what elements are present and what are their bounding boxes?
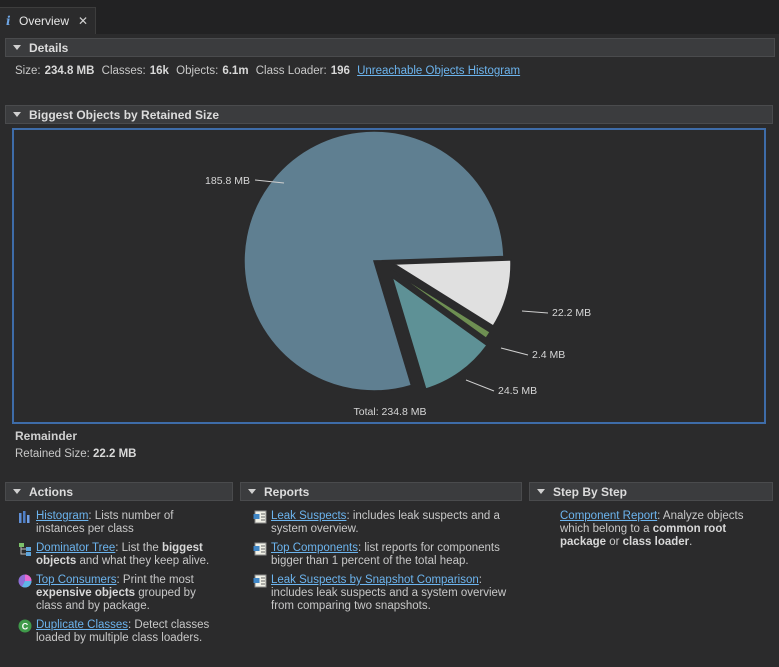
component-description-1: : Analyze objects which belong to a: [560, 510, 744, 535]
histogram-icon: [19, 511, 30, 523]
actions-section-header[interactable]: Actions: [5, 482, 233, 501]
pie-leader-line-3: [465, 379, 495, 392]
component-description-bold-2: class loader: [622, 536, 690, 548]
top-components-link[interactable]: Top Components: [271, 542, 358, 554]
report-icon: [253, 574, 267, 588]
leak-suspects-link[interactable]: Leak Suspects: [271, 510, 347, 522]
actions-header-label: Actions: [29, 484, 74, 499]
objects-label: Objects:: [176, 65, 219, 77]
pie-slice-0[interactable]: [243, 130, 505, 392]
step-component-report: Component Report: Analyze objects which …: [539, 510, 759, 549]
dominator-description-2: and what they keep alive.: [76, 555, 210, 567]
biggest-objects-header-label: Biggest Objects by Retained Size: [29, 107, 220, 122]
histogram-link[interactable]: Histogram: [36, 510, 89, 522]
unreachable-objects-histogram-link[interactable]: Unreachable Objects Histogram: [357, 65, 521, 77]
retained-size-pie-chart[interactable]: 185.8 MB 22.2 MB 2.4 MB 24.5 MB Total: 234.8…: [12, 128, 766, 424]
actions-list: Histogram: Lists number of instances per…: [15, 510, 225, 651]
component-report-link[interactable]: Component Report: [560, 510, 658, 522]
dominator-description-1: : List the: [115, 542, 162, 554]
action-histogram: Histogram: Lists number of instances per…: [15, 510, 225, 536]
size-value: 234.8 MB: [44, 65, 95, 77]
step-by-step-section-header[interactable]: Step By Step: [529, 482, 773, 501]
collapse-triangle-icon: [537, 489, 545, 494]
action-duplicate-classes: C Duplicate Classes: Detect classes load…: [15, 619, 225, 645]
report-leak-suspects: Leak Suspects: includes leak suspects an…: [250, 510, 512, 536]
step-by-step-list: Component Report: Analyze objects which …: [539, 510, 759, 555]
reports-list: Leak Suspects: includes leak suspects an…: [250, 510, 512, 619]
biggest-objects-section-header[interactable]: Biggest Objects by Retained Size: [5, 105, 773, 124]
action-dominator-tree: Dominator Tree: List the biggest objects…: [15, 542, 225, 568]
duplicates-description: : Detect classes loaded by multiple clas…: [36, 619, 210, 644]
snapshot-comparison-link[interactable]: Leak Suspects by Snapshot Comparison: [271, 574, 479, 586]
classes-value: 16k: [149, 65, 169, 77]
pie-slice-label-0: 185.8 MB: [205, 175, 250, 187]
objects-value: 6.1m: [222, 65, 249, 77]
component-description-2: or: [606, 536, 623, 548]
snapshot-comparison-description: : includes leak suspects and a system ov…: [271, 574, 507, 612]
top-consumers-link[interactable]: Top Consumers: [36, 574, 117, 586]
component-description-3: .: [689, 536, 693, 548]
pie-slice-2[interactable]: [390, 269, 492, 340]
reports-section-header[interactable]: Reports: [240, 482, 522, 501]
duplicate-classes-link[interactable]: Duplicate Classes: [36, 619, 129, 631]
remainder-title: Remainder: [15, 429, 78, 443]
tab-overview-label: Overview: [19, 14, 70, 28]
dominator-description-bold: biggest objects: [36, 542, 203, 567]
pie-leader-line-1: [521, 310, 549, 314]
pie-total-label: Total: 234.8 MB: [354, 406, 427, 418]
pie-slice-1[interactable]: [391, 259, 512, 328]
tab-overview[interactable]: i Overview ✕: [0, 7, 96, 34]
details-summary: Size: 234.8 MB Classes: 16k Objects: 6.1m C…: [15, 65, 520, 77]
consumers-description-bold: expensive objects: [36, 587, 136, 599]
retained-size-label: Retained Size:: [15, 448, 90, 460]
collapse-triangle-icon: [13, 45, 21, 50]
class-loader-label: Class Loader:: [255, 65, 327, 77]
report-top-components: Top Components: list reports for compone…: [250, 542, 512, 568]
collapse-triangle-icon: [13, 489, 21, 494]
duplicate-classes-icon: C: [18, 619, 32, 633]
pie-leader-line-2: [500, 347, 529, 356]
component-description-bold-1: common root package: [560, 523, 727, 548]
pie-chart-canvas: 185.8 MB 22.2 MB 2.4 MB 24.5 MB Total: 234.8…: [205, 130, 591, 418]
retained-size: Retained Size: 22.2 MB: [15, 448, 136, 460]
editor-tab-bar: i Overview ✕: [0, 0, 779, 34]
details-header-label: Details: [29, 40, 69, 55]
svg-text:C: C: [22, 622, 29, 632]
pie-slice-label-1: 22.2 MB: [552, 307, 591, 319]
pie-slice-label-2: 2.4 MB: [532, 349, 565, 361]
collapse-triangle-icon: [248, 489, 256, 494]
consumers-description-1: : Print the most: [116, 574, 194, 586]
dominator-tree-link[interactable]: Dominator Tree: [36, 542, 116, 554]
consumers-description-2: grouped by class and by package.: [36, 587, 196, 612]
top-components-description: : list reports for components bigger tha…: [271, 542, 500, 567]
class-loader-value: 196: [330, 65, 350, 77]
size-label: Size:: [15, 65, 41, 77]
pie-slice-3[interactable]: [390, 275, 489, 390]
pie-slice-label-3: 24.5 MB: [498, 385, 537, 397]
report-icon: [253, 510, 267, 524]
report-snapshot-comparison: Leak Suspects by Snapshot Comparison: in…: [250, 574, 512, 613]
details-section-header[interactable]: Details: [5, 38, 775, 57]
collapse-triangle-icon: [13, 112, 21, 117]
step-by-step-header-label: Step By Step: [553, 484, 628, 499]
dominator-tree-icon: [19, 543, 31, 556]
reports-header-label: Reports: [264, 484, 310, 499]
report-icon: [253, 542, 267, 556]
info-icon: i: [6, 14, 11, 28]
action-top-consumers: Top Consumers: Print the most expensive …: [15, 574, 225, 613]
classes-label: Classes:: [101, 65, 146, 77]
pie-leader-line-0: [254, 179, 285, 184]
leak-suspects-description: : includes leak suspects and a system ov…: [271, 510, 500, 535]
histogram-description: : Lists number of instances per class: [36, 510, 174, 535]
retained-size-value: 22.2 MB: [93, 448, 137, 460]
top-consumers-icon: [18, 574, 32, 588]
close-icon[interactable]: ✕: [78, 14, 89, 28]
